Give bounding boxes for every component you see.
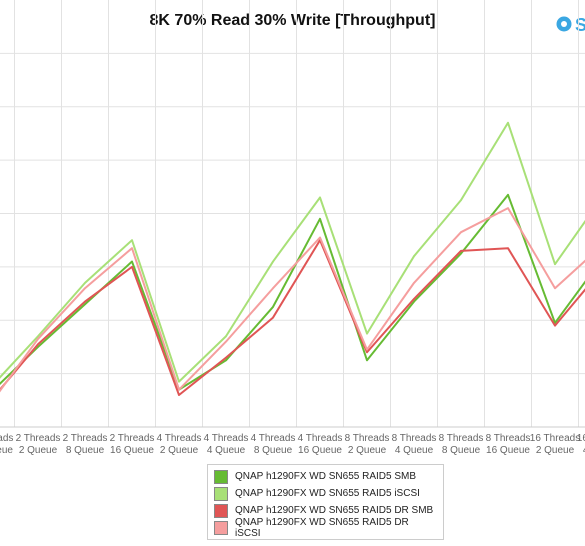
data-point — [413, 298, 415, 300]
brand-text: S — [575, 15, 585, 35]
data-point — [131, 266, 133, 268]
data-point — [178, 380, 180, 383]
data-point — [413, 300, 415, 303]
data-point — [366, 332, 368, 335]
x-tick-label: 4 Threads 2 Queue — [157, 433, 202, 456]
legend-item[interactable]: QNAP h1290FX WD SN655 RAID5 iSCSI — [214, 485, 437, 502]
data-point — [319, 218, 321, 220]
data-point — [460, 250, 462, 252]
brand-logo: S — [556, 14, 585, 36]
legend-item[interactable]: QNAP h1290FX WD SN655 RAID5 SMB — [214, 468, 437, 485]
x-tick-label: 4 Threads 16 Queue — [298, 433, 343, 456]
data-point — [507, 207, 509, 209]
data-point — [37, 338, 39, 340]
data-point — [272, 316, 274, 319]
legend-swatch — [214, 469, 228, 484]
data-point — [225, 356, 227, 359]
series-line-3 — [0, 207, 585, 393]
data-point — [84, 287, 86, 290]
legend-label: QNAP h1290FX WD SN655 RAID5 DR iSCSI — [235, 516, 409, 539]
data-point — [37, 335, 39, 338]
legend-label: QNAP h1290FX WD SN655 RAID5 iSCSI — [235, 488, 420, 499]
data-point — [507, 194, 509, 196]
brand-logo-icon: S — [556, 15, 585, 35]
chart-legend: QNAP h1290FX WD SN655 RAID5 SMB QNAP h129… — [207, 464, 444, 540]
legend-item[interactable]: QNAP h1290FX WD SN655 RAID5 DR SMB — [214, 502, 437, 519]
data-point — [84, 300, 86, 303]
data-point — [366, 359, 368, 362]
data-point — [554, 287, 556, 290]
data-point — [178, 394, 180, 396]
data-point — [178, 388, 180, 391]
data-point — [319, 236, 321, 239]
series-line-1 — [0, 121, 585, 383]
x-tick-label: 8 Threads 2 Queue — [345, 433, 390, 456]
chart-title: 8K 70% Read 30% Write [Throughput] — [149, 12, 436, 29]
data-point — [460, 199, 462, 201]
x-tick-label: 8 Threads 16 Queue — [486, 433, 531, 456]
data-point — [272, 260, 274, 263]
data-point — [225, 340, 227, 343]
data-point — [366, 351, 368, 354]
legend-label: QNAP h1290FX WD SN655 RAID5 SMB — [235, 471, 416, 482]
data-point — [225, 335, 227, 338]
data-point — [554, 324, 556, 327]
data-point — [413, 282, 415, 284]
legend-swatch — [214, 520, 228, 535]
x-tick-label: 4 Threads 4 Queue — [204, 433, 249, 456]
series-line-0 — [0, 193, 585, 391]
data-point — [413, 255, 415, 257]
legend-swatch — [214, 486, 228, 501]
legend-item[interactable]: QNAP h1290FX WD SN655 RAID5 DR iSCSI — [214, 516, 437, 539]
data-point — [84, 303, 86, 306]
data-point — [366, 348, 368, 351]
data-point — [131, 247, 133, 249]
data-point — [84, 282, 86, 284]
data-point — [131, 239, 133, 241]
x-tick-label: 2 Threads 2 Queue — [16, 433, 61, 456]
data-point — [37, 346, 39, 348]
x-tick-label: 8 Threads 4 Queue — [392, 433, 437, 456]
legend-swatch — [214, 503, 228, 518]
data-point — [319, 196, 321, 199]
data-point — [507, 121, 509, 124]
data-point — [272, 306, 274, 308]
x-tick-label: 16 Threads 2 Queue — [530, 433, 580, 456]
data-point — [554, 263, 556, 266]
x-tick-label: 8 Threads 8 Queue — [439, 433, 484, 456]
series-line-2 — [0, 239, 585, 396]
data-point — [131, 260, 133, 263]
legend-label: QNAP h1290FX WD SN655 RAID5 DR SMB — [235, 505, 434, 516]
data-point — [272, 287, 274, 290]
data-point — [460, 252, 462, 255]
data-point — [460, 231, 462, 233]
x-tick-label: 2 Threads 8 Queue — [63, 433, 108, 456]
data-point — [507, 247, 509, 249]
chart-grid — [0, 0, 585, 428]
data-point — [225, 359, 227, 362]
x-tick-label: 2 Threads 16 Queue — [110, 433, 155, 456]
x-tick-label: 4 Threads 8 Queue — [251, 433, 296, 456]
data-point — [37, 343, 39, 346]
chart-lines — [0, 121, 585, 396]
